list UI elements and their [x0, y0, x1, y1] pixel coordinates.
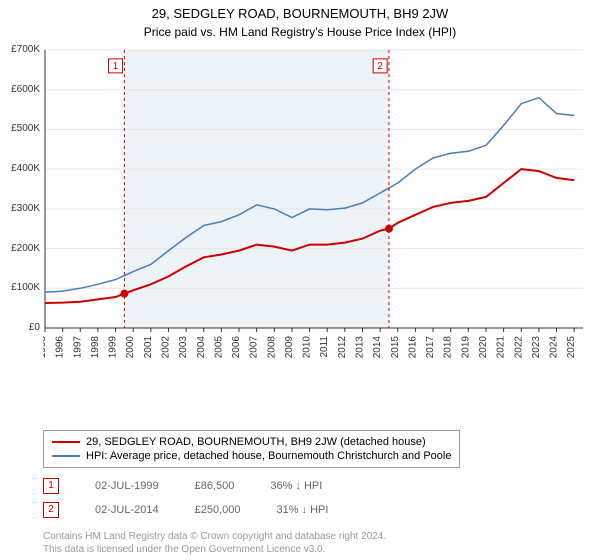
- svg-text:2020: 2020: [478, 336, 489, 359]
- svg-text:2006: 2006: [231, 336, 242, 359]
- svg-text:2000: 2000: [125, 336, 136, 359]
- svg-text:2: 2: [377, 61, 383, 72]
- svg-text:2018: 2018: [443, 336, 454, 359]
- svg-text:1: 1: [113, 61, 119, 72]
- svg-text:2004: 2004: [196, 336, 207, 359]
- svg-text:2003: 2003: [178, 336, 189, 359]
- y-tick-label: £600K: [0, 84, 40, 95]
- transaction-row: 1 02-JUL-1999 £86,500 36% ↓ HPI: [43, 478, 322, 494]
- svg-text:2025: 2025: [566, 336, 577, 359]
- svg-text:1997: 1997: [72, 336, 83, 359]
- svg-text:2012: 2012: [337, 336, 348, 359]
- page-title: 29, SEDGLEY ROAD, BOURNEMOUTH, BH9 2JW: [0, 0, 600, 21]
- svg-text:2021: 2021: [496, 336, 507, 359]
- legend-item: 29, SEDGLEY ROAD, BOURNEMOUTH, BH9 2JW (…: [52, 435, 451, 449]
- marker-badge: 1: [43, 478, 59, 494]
- svg-text:2008: 2008: [266, 336, 277, 359]
- svg-text:2016: 2016: [407, 336, 418, 359]
- transaction-row: 2 02-JUL-2014 £250,000 31% ↓ HPI: [43, 502, 328, 518]
- svg-text:2010: 2010: [302, 336, 313, 359]
- footer-line: Contains HM Land Registry data © Crown c…: [43, 530, 386, 543]
- svg-text:2011: 2011: [319, 336, 330, 358]
- svg-text:2017: 2017: [425, 336, 436, 359]
- svg-text:2015: 2015: [390, 336, 401, 359]
- transaction-delta: 31% ↓ HPI: [276, 504, 328, 516]
- svg-text:2022: 2022: [513, 336, 524, 359]
- svg-text:1995: 1995: [43, 336, 48, 359]
- legend-label: 29, SEDGLEY ROAD, BOURNEMOUTH, BH9 2JW (…: [86, 436, 426, 448]
- svg-text:2023: 2023: [531, 336, 542, 359]
- legend: 29, SEDGLEY ROAD, BOURNEMOUTH, BH9 2JW (…: [43, 430, 460, 468]
- y-tick-label: £100K: [0, 282, 40, 293]
- price-chart: 1995 1996 1997 1998 1999 2000 2001 2002 2003 2004…: [43, 46, 585, 376]
- legend-swatch: [52, 455, 80, 457]
- svg-text:2002: 2002: [160, 336, 171, 359]
- transaction-price: £86,500: [195, 480, 235, 492]
- y-tick-label: £400K: [0, 163, 40, 174]
- chart-container: 29, SEDGLEY ROAD, BOURNEMOUTH, BH9 2JW P…: [0, 0, 600, 560]
- svg-text:1996: 1996: [55, 336, 66, 359]
- y-tick-label: £200K: [0, 243, 40, 254]
- legend-item: HPI: Average price, detached house, Bour…: [52, 449, 451, 463]
- y-tick-label: £300K: [0, 203, 40, 214]
- svg-text:2024: 2024: [549, 336, 560, 359]
- footer-attribution: Contains HM Land Registry data © Crown c…: [43, 530, 386, 556]
- svg-text:2019: 2019: [460, 336, 471, 359]
- transaction-price: £250,000: [195, 504, 241, 516]
- transaction-date: 02-JUL-2014: [95, 504, 159, 516]
- svg-text:2014: 2014: [372, 336, 383, 359]
- page-subtitle: Price paid vs. HM Land Registry's House …: [0, 21, 600, 45]
- svg-text:1998: 1998: [90, 336, 101, 359]
- legend-label: HPI: Average price, detached house, Bour…: [86, 450, 451, 462]
- svg-text:1999: 1999: [108, 336, 119, 359]
- transaction-date: 02-JUL-1999: [95, 480, 159, 492]
- y-tick-label: £500K: [0, 123, 40, 134]
- marker-badge: 2: [43, 502, 59, 518]
- legend-swatch: [52, 441, 80, 443]
- transaction-delta: 36% ↓ HPI: [270, 480, 322, 492]
- svg-text:2009: 2009: [284, 336, 295, 359]
- svg-text:2007: 2007: [249, 336, 260, 359]
- footer-line: This data is licensed under the Open Gov…: [43, 543, 386, 556]
- svg-text:2001: 2001: [143, 336, 154, 359]
- svg-text:2005: 2005: [213, 336, 224, 359]
- svg-text:2013: 2013: [355, 336, 366, 359]
- y-tick-label: £700K: [0, 44, 40, 55]
- y-tick-label: £0: [0, 322, 40, 333]
